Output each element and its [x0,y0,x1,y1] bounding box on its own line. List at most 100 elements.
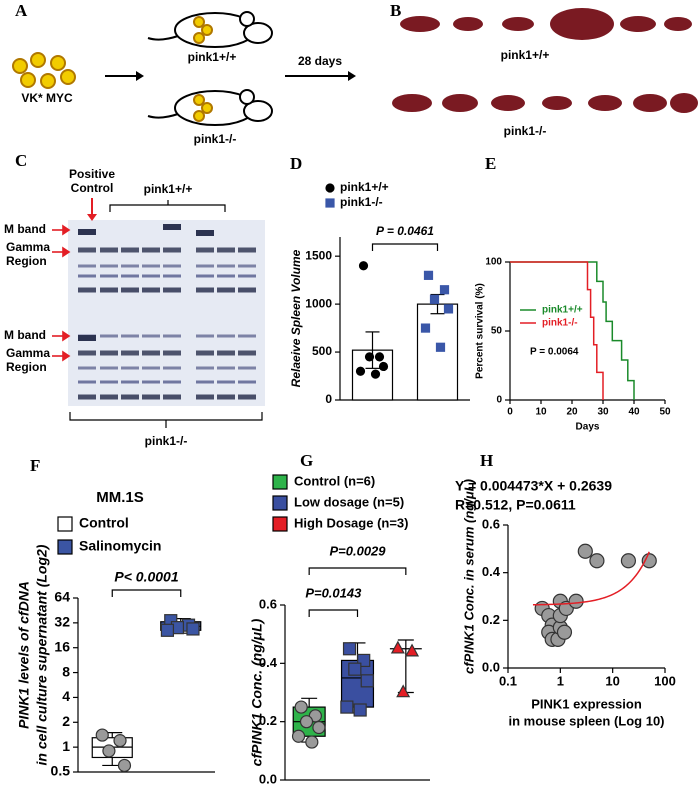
gel-band [238,247,256,253]
legend-label: Salinomycin [79,538,161,554]
x-tick-label: 30 [597,407,609,418]
gel-band [100,394,118,400]
arrow [285,71,356,81]
cells [12,52,76,89]
gel-band [196,230,214,236]
gel-band [163,394,181,400]
gel-band [196,366,214,370]
legend-label: pink1+/+ [340,180,389,194]
control-label: Positive [69,167,115,181]
data-point [620,553,637,569]
data-point [378,361,389,372]
legend-swatch [57,539,73,555]
gel-band [217,366,235,370]
data-point [641,553,657,569]
gel-band [121,247,139,253]
gel-bands [78,224,256,400]
y-tick-label: 0.6 [482,516,500,531]
data-point [439,285,450,295]
gel-band [142,366,160,370]
gel-band [121,334,139,338]
x-tick-label: 0.1 [499,673,517,688]
gel-band [78,394,96,400]
gel-band [100,350,118,356]
y-tick-label: 50 [491,326,503,337]
panel-a-art [12,11,356,126]
data-point [305,735,319,749]
gel-band [217,350,235,356]
panel-letter: H [480,451,493,470]
gel-band [142,334,160,338]
y-tick-label: 0.2 [259,713,277,728]
genotype-label: pink1+/+ [501,48,550,62]
y-tick-label: 100 [485,257,502,268]
gel-band [78,264,96,268]
gel-band [121,264,139,268]
arrow-label: 28 days [298,54,342,68]
gel-band [217,380,235,384]
x-axis-label: in mouse spleen (Log 10) [508,713,664,728]
gel-band [100,274,118,278]
gel-band [163,224,181,230]
gel-band [163,287,181,293]
legend-swatch [272,495,288,511]
mouse [147,11,273,48]
y-tick-label: 500 [312,344,332,358]
gel-band [238,350,256,356]
gel-band [217,334,235,338]
x-axis-label: Days [576,422,600,433]
fit-line [532,551,650,606]
y-axis-label: in cell culture supernatant (Log2) [34,544,50,765]
y-tick-label: 0.5 [51,763,71,779]
gel-band [196,350,214,356]
gel-band [142,350,160,356]
annotation: P=0.0029 [329,543,386,558]
gel-band [142,264,160,268]
band-label: M band [4,328,46,342]
annotation: P = 0.0064 [530,347,579,358]
genotype-label: pink1+/+ [144,182,193,196]
legend-swatch [57,516,73,532]
gel-band [217,394,235,400]
panel-letter: A [15,1,28,20]
significance-bracket [308,609,359,617]
legend-label: Control [79,515,129,531]
survival-line [510,261,604,400]
annotation: P = 0.0461 [376,224,434,238]
gel-band [100,380,118,384]
gel-band [217,247,235,253]
data-point [294,700,308,714]
data-point [291,729,306,743]
bar [416,303,459,401]
data-point [364,352,375,362]
gel-band [196,274,214,278]
gel-band [121,287,139,293]
gel-band [121,274,139,278]
gel-band [238,274,256,278]
y-tick-label: 0 [325,392,332,406]
gel-band [196,394,214,400]
legend-label: Control (n=6) [294,473,375,488]
x-axis-label: PINK1 expression [531,696,642,711]
chart-subtitle: R=0.512, P=0.0611 [455,497,576,513]
control-label: Control [71,181,114,195]
gel-band [196,264,214,268]
gel-band [238,380,256,384]
data-point [405,643,420,657]
data-point [299,715,314,729]
spleens [392,8,698,113]
legend-marker [325,198,335,208]
y-tick-label: 0.6 [259,596,277,611]
x-tick-label: 10 [605,673,619,688]
gel-band [142,394,160,400]
gel-band [163,274,181,278]
legend-swatch [272,474,288,490]
y-axis-label: cfPINK1 Conc. in serum (ng/μL) [461,479,476,674]
significance-bracket [111,589,182,597]
gel-band [100,287,118,293]
data-point [348,662,362,676]
data-point [117,758,132,773]
gel-band [121,366,139,370]
chart-title: MM.1S [96,489,144,506]
